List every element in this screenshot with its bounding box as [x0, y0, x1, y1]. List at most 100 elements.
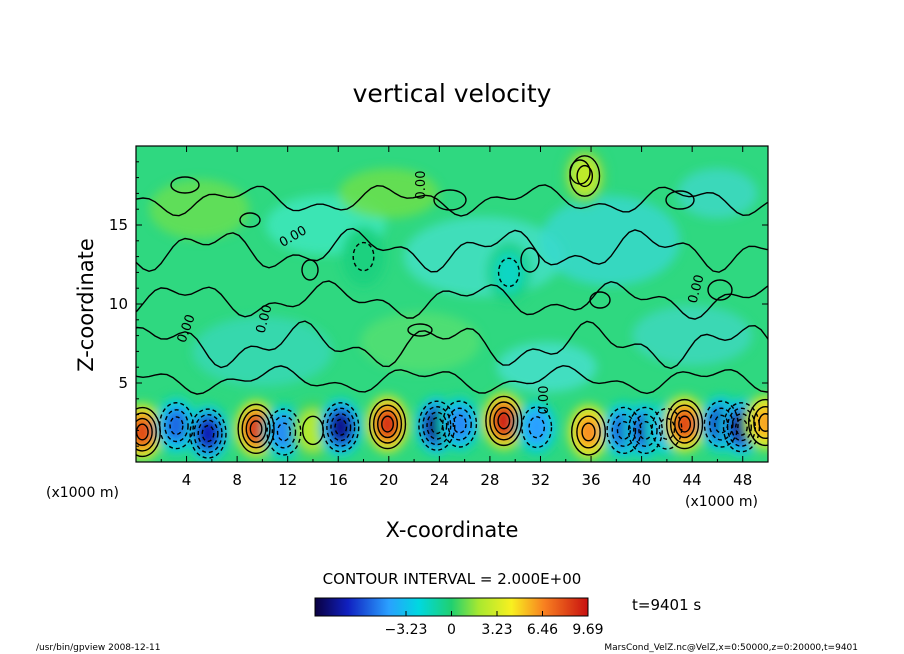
x-tick-label: 32: [531, 471, 550, 489]
contour-line: [330, 413, 352, 442]
contour-line: [426, 411, 448, 440]
contour-line: [616, 420, 632, 440]
x-tick-label: 40: [632, 471, 651, 489]
contour-line: [301, 259, 319, 281]
contour-line: [158, 402, 194, 450]
y-tick-label: 15: [109, 216, 128, 234]
contour-line: [377, 410, 399, 439]
field-patch: [149, 179, 250, 240]
contour-line: [576, 415, 601, 449]
x-tick-label: 28: [480, 471, 499, 489]
x-tick-label: 12: [278, 471, 297, 489]
contour-line: [520, 247, 540, 273]
field-patch: [192, 316, 333, 387]
contour-line: [239, 212, 261, 228]
contour-line: [571, 408, 607, 456]
contour-line: [581, 422, 596, 442]
y-tick-label: 10: [109, 295, 128, 313]
footer-right: MarsCond_VelZ.nc@VelZ,x=0:50000,z=0:2000…: [604, 643, 858, 653]
contour-line: [753, 405, 768, 440]
contour-line: [452, 414, 467, 434]
contour-line: [569, 159, 591, 185]
contour-line: [193, 413, 223, 454]
contour-interval-label: CONTOUR INTERVAL = 2.000E+00: [323, 570, 582, 588]
contour-line: [707, 279, 733, 301]
field-cell: [341, 226, 386, 287]
contour-line: [197, 419, 219, 448]
contour-line: [485, 395, 523, 447]
contour-line: [241, 409, 271, 449]
contour-line: [372, 404, 403, 444]
contour-line: [422, 406, 452, 446]
field-patch: [632, 305, 753, 366]
contour-line: [606, 406, 642, 455]
contour-line: [334, 418, 348, 436]
contour-line: [189, 408, 227, 459]
contour-line: [352, 241, 375, 272]
contour-line: [136, 412, 157, 452]
field-cell: [196, 418, 220, 449]
colorbar: −3.23 0 3.23 6.46 9.69: [314, 597, 604, 638]
time-label: t=9401 s: [632, 596, 701, 614]
contour-line: [136, 227, 768, 273]
contour-line: [418, 400, 456, 451]
plot-area: 0.00 0.000.000.000.000.00 4 8 12 16 20 24 28 32 3…: [109, 145, 769, 489]
x-tick-label: 20: [379, 471, 398, 489]
field-patch: [677, 168, 758, 219]
contour-line: [589, 291, 611, 309]
x-tick-label: 44: [683, 471, 702, 489]
contour-line: [245, 414, 267, 443]
contour-line: [266, 408, 302, 456]
contour-line: [708, 407, 734, 441]
contour-line: [611, 413, 637, 447]
contour-line: [678, 415, 692, 433]
x-tick-label: 48: [733, 471, 752, 489]
field-cell: [524, 410, 550, 445]
colorbar-tick-label: −3.23: [385, 622, 428, 638]
contour-value-label: 0.00: [254, 303, 276, 335]
chart-title: vertical velocity: [353, 79, 552, 108]
contour-line: [747, 398, 768, 447]
contour-line: [730, 413, 752, 442]
colorbar-tick-label: 9.69: [572, 622, 603, 638]
contour-line: [276, 422, 292, 442]
contour-line: [497, 257, 520, 288]
colorbar-tick-label: 6.46: [527, 622, 558, 638]
contour-line: [433, 189, 467, 211]
contour-line: [442, 400, 478, 448]
contour-line: [528, 416, 546, 439]
contour-line: [136, 406, 161, 458]
contour-line: [201, 425, 215, 443]
field-cell: [165, 410, 188, 442]
footer-left: /usr/bin/gpview 2008-12-11: [36, 643, 160, 653]
contour-line: [430, 417, 444, 435]
field-cell: [569, 155, 600, 197]
contour-line: [136, 280, 768, 320]
y-tick-label: 5: [118, 374, 128, 392]
x-tick-label: 36: [581, 471, 600, 489]
contour-line: [576, 164, 594, 188]
field-cell: [330, 412, 352, 442]
field-patch: [496, 342, 597, 393]
contour-line: [489, 401, 519, 441]
contour-line: [368, 398, 407, 450]
field-cell: [376, 409, 399, 439]
contour-line: [735, 418, 748, 436]
contour-line: [169, 416, 184, 436]
contour-line: [322, 402, 360, 453]
field-cell: [493, 406, 515, 436]
field-cell: [136, 417, 153, 447]
contour-line: [493, 406, 515, 435]
contour-line: [237, 403, 275, 454]
contour-line: [726, 407, 757, 447]
field-cell: [245, 414, 267, 444]
x-tick-label: 24: [430, 471, 449, 489]
colorbar-tick-label: 0: [447, 622, 456, 638]
field-patch: [540, 195, 680, 286]
x-axis-label: X-coordinate: [386, 518, 519, 542]
contour-line: [665, 398, 704, 450]
contour-line: [714, 414, 729, 434]
contour-line: [633, 413, 658, 447]
contour-line: [381, 415, 394, 433]
